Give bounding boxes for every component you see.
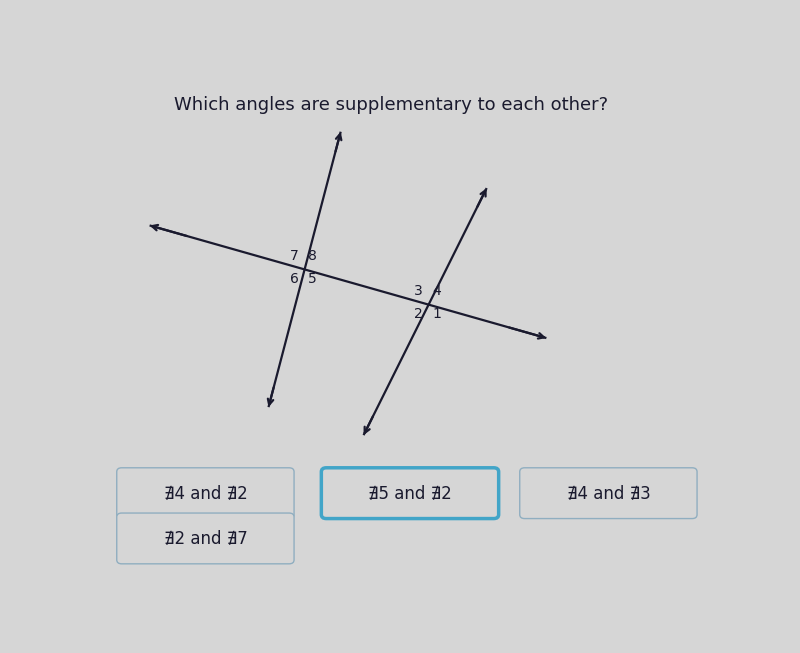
Text: ∄2 and ∄7: ∄2 and ∄7 <box>163 530 247 547</box>
Text: Which angles are supplementary to each other?: Which angles are supplementary to each o… <box>174 96 609 114</box>
FancyBboxPatch shape <box>117 513 294 564</box>
Text: ∄5 and ∄2: ∄5 and ∄2 <box>368 484 452 502</box>
Text: 5: 5 <box>308 272 317 286</box>
FancyBboxPatch shape <box>322 468 498 518</box>
Text: 2: 2 <box>414 308 423 321</box>
Text: ∄4 and ∄3: ∄4 and ∄3 <box>566 484 650 502</box>
Text: ∄4 and ∄2: ∄4 and ∄2 <box>163 484 247 502</box>
FancyBboxPatch shape <box>520 468 697 518</box>
Text: 4: 4 <box>432 284 441 298</box>
Text: 3: 3 <box>414 284 423 298</box>
FancyBboxPatch shape <box>117 468 294 518</box>
Text: 6: 6 <box>290 272 299 286</box>
Text: 8: 8 <box>308 249 317 263</box>
Text: 1: 1 <box>432 308 441 321</box>
Text: 7: 7 <box>290 249 299 263</box>
